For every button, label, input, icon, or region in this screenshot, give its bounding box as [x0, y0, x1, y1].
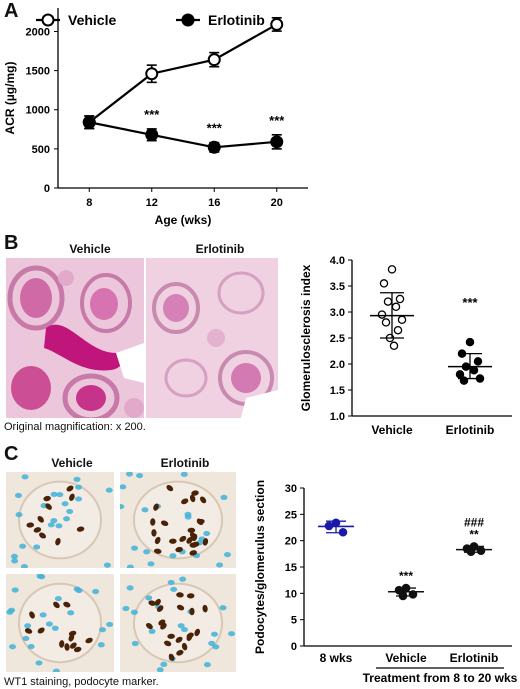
wt1-erlotinib-bottom — [120, 574, 236, 672]
data-point-erlotinib — [469, 365, 479, 375]
data-point-vehicle — [383, 297, 393, 306]
y-tick-label: 0 — [291, 641, 297, 653]
data-point-erlotinib — [145, 128, 159, 142]
y-tick-label: 4.0 — [330, 255, 345, 267]
significance-marker: *** — [462, 295, 478, 310]
data-point-erlotinib — [473, 357, 483, 366]
wt1-vehicle-top — [6, 472, 114, 568]
y-axis-label: Podocytes/glomerulus section — [253, 480, 267, 654]
y-tick-label: 1.0 — [330, 411, 345, 423]
significance-marker: ** — [469, 527, 479, 541]
glomerulosclerosis-scatter: 1.0 1.5 2.0 2.5 3.0 3.5 4.0 Vehicle Erlotinib Glo… — [299, 255, 512, 437]
x-tick-label: 12 — [146, 197, 158, 209]
micrograph-caption-b: Original magnification: x 200. — [4, 421, 146, 433]
micrograph-header-erlotinib: Erlotinib — [195, 242, 245, 256]
data-point-vehicle — [397, 315, 407, 325]
data-point-erlotinib — [465, 337, 475, 347]
y-tick-label: 25 — [285, 509, 297, 521]
y-tick-label: 2000 — [26, 26, 50, 38]
significance-marker: ### — [464, 515, 484, 529]
x-axis-label: Age (wks) — [155, 213, 212, 227]
data-point-vehicle — [270, 17, 284, 31]
data-point-erlotinib — [476, 546, 486, 555]
legend-marker-vehicle — [41, 13, 55, 27]
micrograph-caption-c: WT1 staining, podocyte marker. — [4, 676, 159, 688]
data-point-vehicle — [395, 294, 405, 304]
significance-marker: *** — [207, 121, 223, 136]
y-tick-label: 10 — [285, 588, 297, 600]
x-tick-label: 16 — [208, 197, 220, 209]
y-tick-label: 0 — [44, 183, 50, 195]
data-point-vehicle — [145, 67, 159, 81]
micrograph-header-vehicle: Vehicle — [69, 242, 111, 256]
data-point-vehicle — [393, 325, 403, 335]
treatment-bracket-label: Treatment from 8 to 20 wks — [363, 671, 518, 685]
data-point-vehicle — [377, 310, 387, 319]
data-point-vehicle — [391, 302, 401, 312]
y-tick-label: 2.5 — [330, 333, 345, 345]
data-point-erlotinib — [82, 115, 96, 129]
y-tick-label: 1500 — [26, 66, 50, 78]
y-tick-label: 15 — [285, 562, 297, 574]
series-line-vehicle — [88, 23, 278, 124]
x-category-label-erlotinib: Erlotinib — [446, 423, 495, 437]
data-point-erlotinib — [207, 140, 221, 154]
micrograph-pas-vehicle — [6, 258, 144, 418]
x-tick-label: 20 — [271, 197, 283, 209]
panel-c-letter: C — [4, 443, 19, 465]
legend-label-erlotinib: Erlotinib — [208, 12, 265, 28]
y-tick-label: 30 — [285, 483, 297, 495]
x-category-label-vehicle: Vehicle — [371, 423, 413, 437]
y-tick-label: 5 — [291, 615, 297, 627]
wt1-header-vehicle: Vehicle — [51, 456, 93, 470]
y-tick-label: 1000 — [26, 105, 50, 117]
data-point-vehicle — [381, 318, 391, 327]
y-axis-label: ACR (µg/mg) — [3, 62, 17, 135]
data-point-erlotinib — [270, 135, 284, 149]
y-tick-label: 2.0 — [330, 359, 345, 371]
legend-marker-erlotinib — [181, 13, 195, 27]
y-tick-label: 3.0 — [330, 307, 345, 319]
significance-marker: *** — [144, 107, 160, 122]
x-category-label-vehicle: Vehicle — [385, 651, 427, 665]
data-point-vehicle — [389, 341, 399, 351]
data-point-vehicle — [207, 53, 221, 67]
wt1-vehicle-bottom — [6, 574, 114, 672]
y-tick-label: 500 — [32, 144, 50, 156]
y-tick-label: 3.5 — [330, 281, 345, 293]
y-tick-label: 20 — [285, 536, 297, 548]
wt1-header-erlotinib: Erlotinib — [160, 456, 210, 470]
acr-line-chart: 0 500 1000 1500 2000 8 12 16 20 Age (wks) ACR (µg/… — [3, 8, 308, 227]
series-line-erlotinib — [89, 121, 277, 149]
data-point-vehicle — [379, 279, 389, 288]
micrograph-pas-erlotinib — [146, 258, 278, 418]
panel-a-letter: A — [4, 0, 19, 22]
panel-b-letter: B — [4, 232, 19, 254]
x-category-label-erlotinib: Erlotinib — [450, 651, 499, 665]
significance-marker: *** — [399, 569, 413, 583]
data-point-vehicle — [387, 265, 397, 274]
wt1-erlotinib-top — [120, 472, 236, 568]
legend-label-vehicle: Vehicle — [68, 12, 116, 28]
podocytes-scatter: 0 5 10 15 20 25 30 8 wks Vehicle Erlotinib Treatme… — [253, 480, 518, 685]
wt1-micrograph-grid — [6, 472, 236, 672]
y-tick-label: 1.5 — [330, 385, 345, 397]
significance-marker: *** — [269, 113, 285, 128]
x-tick-label: 8 — [86, 197, 92, 209]
y-axis-label: Glomerulosclerosis index — [299, 264, 313, 411]
x-category-label-8-wks: 8 wks — [320, 651, 353, 665]
